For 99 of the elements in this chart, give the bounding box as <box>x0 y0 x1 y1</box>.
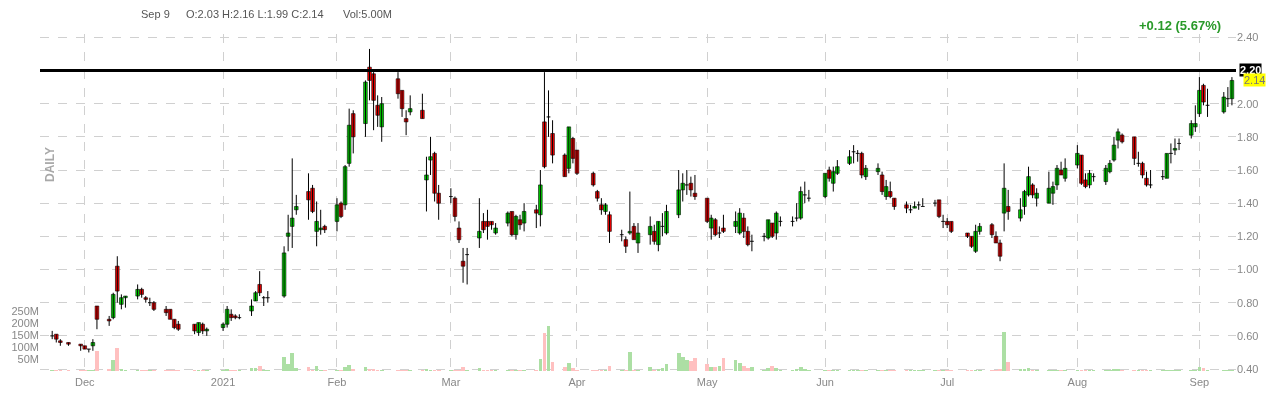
candlestick <box>798 186 803 221</box>
x-tick-label: Mar <box>441 376 461 388</box>
candlestick <box>379 96 384 143</box>
bar <box>709 366 714 372</box>
bar <box>1002 331 1006 372</box>
x-tick-label: Sep <box>1189 376 1210 388</box>
y2-tick-label: 250M <box>11 305 39 318</box>
candlestick <box>713 217 718 237</box>
bar <box>741 365 746 372</box>
bar <box>798 366 803 372</box>
bar <box>628 351 632 372</box>
candlestick <box>233 313 238 320</box>
candlestick <box>50 330 55 340</box>
x-tick-label: Aug <box>1067 376 1088 388</box>
bar <box>774 368 779 372</box>
candlestick <box>290 157 295 249</box>
bar <box>648 366 653 372</box>
y-tick-label: 0.80 <box>1237 296 1259 309</box>
y-tick-label: 1.60 <box>1237 163 1259 176</box>
bar <box>676 352 681 372</box>
candlestick <box>493 222 498 236</box>
candlestick <box>403 109 409 136</box>
candlestick <box>420 93 425 120</box>
bar <box>766 368 771 372</box>
candlestick <box>200 322 205 335</box>
bar <box>567 362 571 372</box>
ref-line-label: 2.20 <box>1240 64 1262 76</box>
bar <box>257 365 262 372</box>
candlestick <box>721 214 726 234</box>
bar <box>680 356 685 372</box>
y2-tick-label: 100M <box>11 341 39 353</box>
candlestick <box>66 341 71 347</box>
candlestick <box>684 169 689 196</box>
candlestick <box>58 338 63 347</box>
bar <box>461 366 465 372</box>
x-tick-label: Dec <box>74 376 96 388</box>
candlestick <box>176 320 181 332</box>
candlestick <box>538 169 543 227</box>
bar <box>290 352 295 372</box>
candlestick <box>664 204 669 236</box>
annotation: DAILY <box>43 147 57 182</box>
candlestick <box>477 197 482 249</box>
y-tick-label: 0.60 <box>1237 329 1259 342</box>
x-tick-label: Jun <box>816 376 835 388</box>
candlestick <box>1132 136 1137 166</box>
bar <box>684 359 689 372</box>
candlestick <box>1087 169 1092 189</box>
y2-tick-label: 200M <box>11 317 39 330</box>
y2-tick-label: 50M <box>17 352 39 365</box>
candlestick <box>847 149 852 166</box>
text: Vol:5.00M <box>343 8 392 20</box>
y-tick-label: 2.00 <box>1237 97 1259 110</box>
candlestick <box>1034 187 1039 207</box>
y-tick-label: 1.00 <box>1237 263 1259 276</box>
bar <box>111 360 116 372</box>
bar <box>1006 362 1011 372</box>
bar <box>750 366 754 372</box>
text: O:2.03 H:2.16 L:1.99 C:2.14 <box>186 8 324 20</box>
bar <box>693 357 697 372</box>
y-tick-label: 1.80 <box>1237 130 1259 143</box>
candlestick <box>1221 91 1226 115</box>
text: Sep 9 <box>141 8 170 20</box>
candlestick <box>1148 169 1153 189</box>
bar <box>115 347 120 372</box>
candlestick <box>123 295 128 309</box>
bar <box>282 356 286 372</box>
candlestick <box>904 201 909 214</box>
candlestick <box>54 333 59 343</box>
candlestick <box>920 197 925 207</box>
bar <box>343 366 347 372</box>
bar <box>689 360 693 372</box>
bar <box>746 368 750 372</box>
bar <box>562 366 567 372</box>
text: +0.12 (5.67%) <box>1139 18 1222 33</box>
x-tick-label: Feb <box>327 376 347 388</box>
x-tick-label: 2021 <box>210 376 236 388</box>
text: 2.14 <box>1244 74 1266 86</box>
y-tick-label: 0.40 <box>1237 362 1259 375</box>
candlestick <box>676 169 681 219</box>
x-tick-label: May <box>696 376 719 388</box>
bar <box>713 366 718 372</box>
y-tick-label: 1.40 <box>1237 197 1259 210</box>
x-tick-label: Jul <box>940 376 955 388</box>
y-tick-label: 2.40 <box>1237 31 1259 44</box>
bar <box>737 362 742 372</box>
bar <box>95 350 99 372</box>
candlestick <box>204 327 209 337</box>
bar <box>770 365 775 372</box>
y2-tick-label: 150M <box>11 329 39 342</box>
candlestick <box>973 224 978 254</box>
bar <box>571 368 575 372</box>
candlestick <box>774 210 779 241</box>
x-tick-label: Apr <box>568 376 586 388</box>
y-tick-label: 1.20 <box>1237 230 1259 243</box>
candlestick <box>139 287 144 299</box>
candlestick <box>591 171 596 188</box>
bar <box>347 364 351 372</box>
candlestick <box>949 220 954 234</box>
bar <box>705 363 709 372</box>
